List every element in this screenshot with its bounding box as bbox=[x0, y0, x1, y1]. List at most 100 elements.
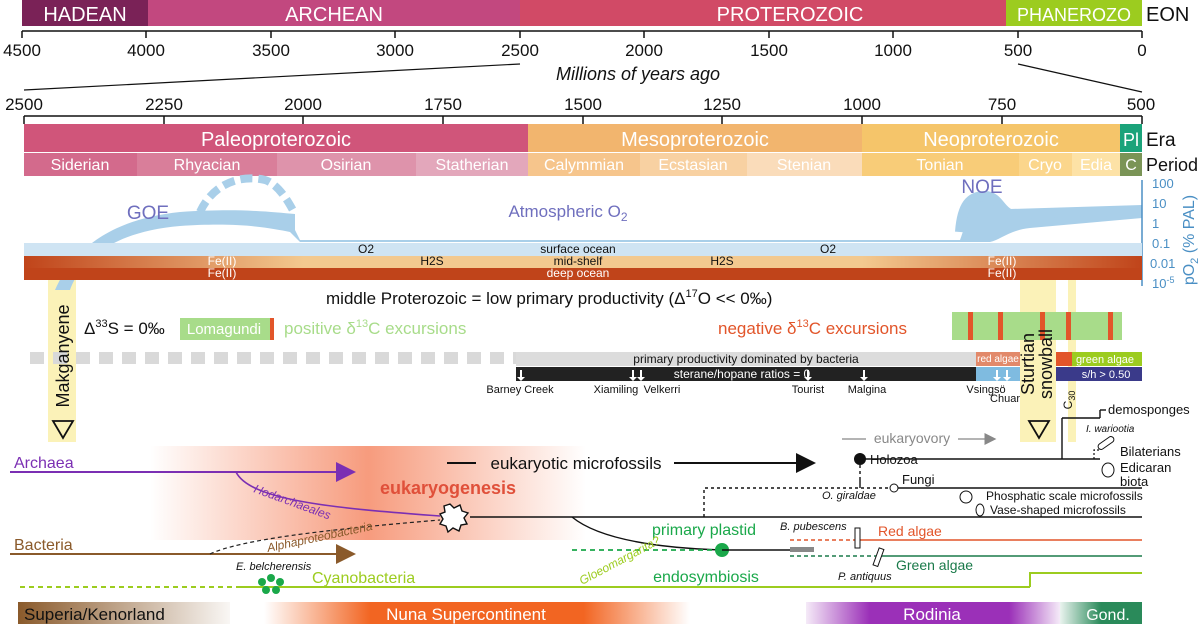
negative-excursions-label: negative δ13C excursions bbox=[718, 318, 907, 338]
mid-shelf-band bbox=[24, 256, 1142, 268]
fe-right-mid-label: Fe(II) bbox=[988, 254, 1017, 268]
p-antiquus-label: P. antiquus bbox=[838, 571, 892, 583]
detail-tick-750: 750 bbox=[988, 95, 1016, 114]
po2-tick-100: 100 bbox=[1152, 176, 1174, 191]
period-rhyacian: Rhyacian bbox=[174, 157, 241, 174]
gondwana-bar bbox=[1060, 602, 1142, 624]
po2-tick-10: 10 bbox=[1152, 196, 1166, 211]
detail-tick-1250: 1250 bbox=[703, 95, 741, 114]
first-eukaryote-icon bbox=[438, 503, 470, 534]
negative-excursion-strip bbox=[952, 312, 1122, 340]
period-tonian: Tonian bbox=[916, 157, 963, 174]
detail-tick-2250: 2250 bbox=[145, 95, 183, 114]
eon-tick-2500: 2500 bbox=[501, 41, 539, 60]
eon-tick-4500: 4500 bbox=[3, 41, 41, 60]
red-algae-bar-label: red algae bbox=[977, 354, 1019, 365]
po2-scale: 100 10 1 0.1 0.01 10-5 pO2 (% PAL) bbox=[1141, 176, 1200, 291]
eon-proterozoic-label: PROTEROZOIC bbox=[717, 4, 864, 26]
eon-tick-3500: 3500 bbox=[252, 41, 290, 60]
zoom-line-left bbox=[23, 63, 521, 91]
era-neoproterozoic bbox=[862, 124, 1120, 152]
ocean-redox-bands: surface ocean O2 O2 mid-shelf H2S H2S Fe… bbox=[24, 242, 1142, 280]
eukaryogenesis-glow bbox=[150, 446, 586, 540]
gloeomargarita-label: Gloeomargarita? bbox=[577, 533, 663, 587]
po2-tick-0-1: 0.1 bbox=[1152, 236, 1170, 251]
superia-bar bbox=[18, 602, 230, 624]
era-mesoproterozoic bbox=[528, 124, 862, 152]
nuna-bar bbox=[264, 602, 690, 624]
eukaryogenesis-label: eukaryogenesis bbox=[380, 478, 516, 498]
period-calymmian: Calymmian bbox=[544, 157, 624, 174]
sterane-hopane-label: sterane/hopane ratios = 0 bbox=[674, 367, 811, 381]
e-belcherensis-label: E. belcherensis bbox=[236, 561, 312, 573]
archaea-label: Archaea bbox=[14, 455, 74, 472]
site-chuar: Chuar bbox=[990, 393, 1020, 405]
snowball-label: snowball bbox=[1036, 329, 1056, 399]
phosphatic-scale-icon bbox=[959, 490, 973, 504]
noe-label: NOE bbox=[961, 177, 1002, 198]
ediacaran-label-2: biota bbox=[1120, 474, 1149, 489]
goe-label: GOE bbox=[127, 203, 169, 224]
rodinia-bar bbox=[806, 602, 1060, 624]
period-row-label: Period bbox=[1146, 155, 1198, 175]
fe-right-deep-label: Fe(II) bbox=[988, 266, 1017, 280]
era-paleoproterozoic bbox=[24, 124, 528, 152]
b-pubescens-label: B. pubescens bbox=[780, 521, 847, 533]
atmospheric-o2-label: Atmospheric O2 bbox=[508, 202, 627, 224]
detail-tick-1000: 1000 bbox=[843, 95, 881, 114]
phosphatic-label: Phosphatic scale microfossils bbox=[986, 489, 1143, 503]
c30-label: C30 bbox=[1061, 391, 1077, 410]
bilaterian-icon bbox=[1097, 436, 1115, 450]
eon-hadean-label: HADEAN bbox=[43, 4, 126, 26]
sturtian-label: Sturtian bbox=[1018, 333, 1038, 395]
eon-phanerozoic-label: PHANEROZO bbox=[1017, 5, 1131, 25]
sturtian-glaciation-band bbox=[1020, 262, 1056, 442]
o-giraldae-label: O. giraldae bbox=[822, 490, 876, 502]
po2-tick-0-01: 0.01 bbox=[1150, 256, 1175, 271]
o2-right-label: O2 bbox=[820, 242, 836, 256]
endosymbiosis-label: endosymbiosis bbox=[653, 569, 759, 586]
eon-tick-4000: 4000 bbox=[127, 41, 165, 60]
ediacaran-label: Edicaran bbox=[1120, 460, 1171, 475]
era-row: Paleoproterozoic Mesoproterozoic Neoprot… bbox=[24, 124, 1176, 152]
bacteria-dominated-label: primary productivity dominated by bacter… bbox=[633, 352, 859, 366]
eon-axis-ticks bbox=[21, 31, 1143, 38]
site-barney-creek: Barney Creek bbox=[486, 384, 554, 396]
green-algae-bar-label: green algae bbox=[1076, 354, 1134, 366]
cyanobacteria-colony-icon bbox=[258, 574, 284, 594]
positive-excursions-label: positive δ13C excursions bbox=[284, 318, 466, 338]
detail-tick-2000: 2000 bbox=[284, 95, 322, 114]
gondwana-label: Gond. bbox=[1086, 607, 1130, 624]
makganyene-triangle bbox=[51, 420, 75, 440]
period-ecstasian: Ecstasian bbox=[658, 157, 727, 174]
period-cryogenian: Cryo bbox=[1028, 157, 1062, 174]
eon-phanerozoic bbox=[1006, 0, 1142, 26]
vase-icon bbox=[975, 503, 985, 517]
site-velkerri: Velkerri bbox=[644, 384, 681, 396]
glaciation-labels: Makganyene Sturtian snowball C30 bbox=[51, 304, 1077, 440]
po2-axis-label: pO2 (% PAL) bbox=[1181, 195, 1200, 285]
eon-row-label: EON bbox=[1146, 4, 1189, 26]
sturtian-triangle bbox=[1027, 420, 1051, 440]
tree-of-life: Archaea Hodarchaeales Bacteria Alphaprot… bbox=[10, 402, 1190, 594]
bacteria-label: Bacteria bbox=[14, 537, 73, 554]
period-stenian: Stenian bbox=[777, 157, 831, 174]
red-algae-bar bbox=[976, 352, 1020, 366]
fe-left-mid-label: Fe(II) bbox=[208, 254, 237, 268]
site-tourist: Tourist bbox=[792, 384, 824, 396]
fungi-label: Fungi bbox=[902, 472, 935, 487]
green-algae-bar bbox=[1072, 352, 1142, 366]
site-vsingso: Vsingsö bbox=[966, 384, 1005, 396]
holozoa-label: Holozoa bbox=[870, 452, 918, 467]
period-siderian: Siderian bbox=[51, 157, 110, 174]
o2-left-label: O2 bbox=[358, 242, 374, 256]
detail-tick-1750: 1750 bbox=[424, 95, 462, 114]
bilaterians-label: Bilaterians bbox=[1120, 444, 1181, 459]
fe-left-deep-label: Fe(II) bbox=[208, 266, 237, 280]
detail-tick-500: 500 bbox=[1127, 95, 1155, 114]
eon-hadean bbox=[22, 0, 148, 26]
bacteria-dominated-bar bbox=[516, 352, 976, 366]
period-row: Siderian Rhyacian Osirian Statherian Cal… bbox=[24, 153, 1198, 176]
eon-tick-2000: 2000 bbox=[625, 41, 663, 60]
